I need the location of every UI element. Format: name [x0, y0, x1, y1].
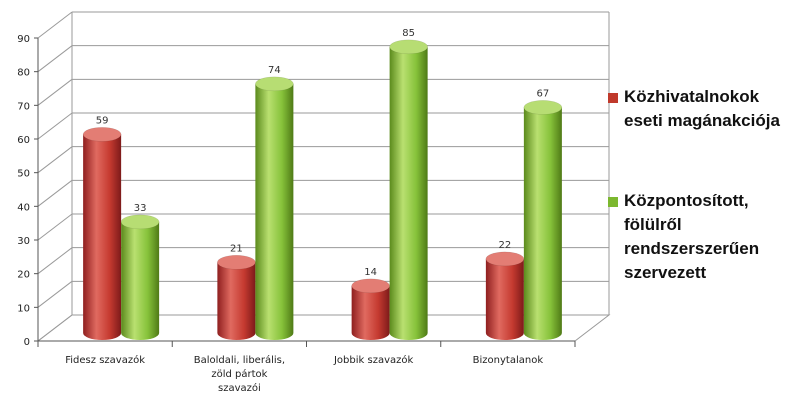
legend-label: rendszerszerűen — [624, 237, 794, 261]
y-tick-label: 60 — [17, 135, 30, 146]
bar — [390, 40, 428, 340]
legend-swatch — [608, 197, 618, 207]
bars — [83, 40, 562, 340]
x-category-label: Baloldali, liberális, zöld pártok szavazói — [194, 354, 285, 394]
legend-swatch — [608, 93, 618, 103]
bar-top — [486, 252, 524, 266]
bar-body — [121, 222, 159, 340]
y-tick-label: 40 — [17, 202, 30, 213]
bar — [121, 215, 159, 340]
bar-top — [352, 279, 390, 293]
legend-item: Közhivatalnokok eseti magánakciója — [604, 85, 794, 133]
legend-label: szervezett — [624, 261, 794, 285]
gridline-side — [38, 46, 72, 72]
y-tick-label: 20 — [17, 270, 30, 281]
gridline-side — [38, 12, 72, 38]
data-label: 59 — [96, 115, 109, 126]
bar — [352, 279, 390, 340]
gridline-side — [38, 79, 72, 105]
x-category-label: Fidesz szavazók — [65, 354, 145, 366]
bar-body — [83, 134, 121, 340]
bar-top — [121, 215, 159, 229]
gridline-side — [38, 248, 72, 274]
x-category-label: Bizonytalanok — [473, 355, 544, 366]
y-tick-label: 0 — [24, 337, 30, 348]
gridline-side — [38, 113, 72, 139]
legend-item: Központosított, fölülről rendszerszerűen sz… — [604, 189, 794, 285]
bar — [83, 127, 121, 340]
bar-body — [524, 107, 562, 340]
data-label: 67 — [537, 88, 550, 99]
y-tick-label: 80 — [17, 68, 30, 79]
bar-top — [217, 255, 255, 269]
bar — [486, 252, 524, 340]
legend-label: Közhivatalnokok — [624, 85, 794, 109]
bar — [255, 77, 293, 340]
bar-top — [255, 77, 293, 91]
gridline-side — [38, 281, 72, 307]
data-label: 22 — [499, 240, 512, 251]
gridline-side — [38, 147, 72, 173]
data-label: 85 — [402, 28, 415, 39]
data-label: 74 — [268, 65, 281, 76]
legend: Közhivatalnokok eseti magánakciója Központ… — [604, 85, 794, 285]
bar — [524, 100, 562, 340]
bar-top — [83, 127, 121, 141]
legend-label: fölülről — [624, 213, 794, 237]
data-label: 14 — [364, 267, 377, 278]
gridline-side — [38, 214, 72, 240]
y-tick-label: 90 — [17, 34, 30, 45]
bar-body — [217, 262, 255, 340]
y-tick-label: 10 — [17, 303, 30, 314]
bar-top — [390, 40, 428, 54]
y-tick-label: 50 — [17, 169, 30, 180]
y-tick-label: 30 — [17, 236, 30, 247]
bar-body — [486, 259, 524, 340]
data-label: 21 — [230, 243, 243, 254]
bar-top — [524, 100, 562, 114]
bar-body — [255, 84, 293, 340]
bar-body — [352, 286, 390, 340]
y-tick-label: 70 — [17, 101, 30, 112]
bar — [217, 255, 255, 340]
x-category-label: Jobbik szavazók — [333, 354, 414, 366]
legend-label: Központosított, — [624, 189, 794, 213]
bar-body — [390, 47, 428, 340]
legend-label: eseti magánakciója — [624, 109, 794, 133]
gridline-side — [38, 180, 72, 206]
data-label: 33 — [134, 203, 147, 214]
